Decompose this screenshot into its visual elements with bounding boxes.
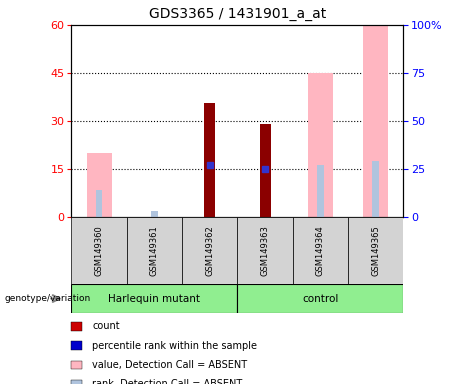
Bar — [317, 165, 324, 217]
Bar — [127, 217, 182, 284]
Bar — [151, 211, 158, 217]
Text: rank, Detection Call = ABSENT: rank, Detection Call = ABSENT — [92, 379, 242, 384]
Text: control: control — [302, 293, 338, 304]
Bar — [363, 25, 388, 217]
Bar — [237, 284, 403, 313]
Text: Harlequin mutant: Harlequin mutant — [108, 293, 201, 304]
Bar — [237, 217, 293, 284]
Text: GSM149362: GSM149362 — [205, 225, 214, 276]
Bar — [96, 190, 102, 217]
Text: GSM149361: GSM149361 — [150, 225, 159, 276]
Text: GSM149360: GSM149360 — [95, 225, 104, 276]
Bar — [348, 217, 403, 284]
Text: GSM149363: GSM149363 — [260, 225, 270, 276]
Bar — [204, 103, 215, 217]
Bar — [71, 217, 127, 284]
Title: GDS3365 / 1431901_a_at: GDS3365 / 1431901_a_at — [149, 7, 326, 21]
Text: percentile rank within the sample: percentile rank within the sample — [92, 341, 257, 351]
Text: count: count — [92, 321, 120, 331]
Bar — [260, 124, 271, 217]
Bar — [293, 217, 348, 284]
Text: genotype/variation: genotype/variation — [5, 294, 91, 303]
Text: GSM149365: GSM149365 — [371, 225, 380, 276]
Bar — [71, 284, 237, 313]
Bar — [87, 153, 112, 217]
Text: GSM149364: GSM149364 — [316, 225, 325, 276]
Bar — [372, 161, 379, 217]
Text: value, Detection Call = ABSENT: value, Detection Call = ABSENT — [92, 360, 247, 370]
Bar — [182, 217, 237, 284]
Bar — [308, 73, 333, 217]
